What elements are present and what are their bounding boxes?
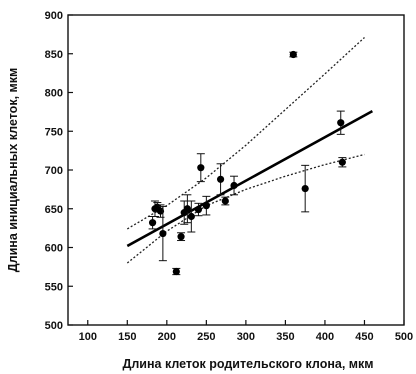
confidence-band-upper xyxy=(126,37,365,230)
x-axis: 100 150 200 250 300 350 400 450 500 xyxy=(79,320,413,343)
data-point xyxy=(289,50,297,59)
data-point xyxy=(159,229,167,238)
data-point xyxy=(221,197,229,205)
y-tick-label: 750 xyxy=(45,126,63,138)
data-point xyxy=(338,158,346,166)
regression-line-group xyxy=(126,109,374,248)
y-tick-label: 850 xyxy=(45,49,63,61)
data-points xyxy=(148,50,347,276)
x-tick-label: 500 xyxy=(395,331,413,343)
x-tick-label: 100 xyxy=(79,331,97,343)
x-tick-label: 400 xyxy=(316,331,334,343)
plot-frame xyxy=(67,14,405,326)
y-tick-label: 700 xyxy=(45,165,63,177)
data-point xyxy=(172,267,180,276)
y-axis-label: Длина инициальных клеток, мкм xyxy=(6,68,20,273)
x-axis-label: Длина клеток родительского клона, мкм xyxy=(122,357,373,371)
regression-line xyxy=(126,109,374,248)
x-tick-label: 450 xyxy=(355,331,373,343)
data-point xyxy=(202,202,210,210)
y-tick-label: 650 xyxy=(45,204,63,216)
data-point xyxy=(183,205,191,213)
x-tick-label: 150 xyxy=(118,331,136,343)
y-tick-label: 500 xyxy=(45,320,63,332)
y-tick-label: 800 xyxy=(45,88,63,100)
confidence-bands xyxy=(126,37,365,264)
data-point xyxy=(156,207,165,215)
data-point xyxy=(194,205,203,214)
data-point xyxy=(177,233,185,241)
data-point xyxy=(230,181,238,190)
data-point xyxy=(337,119,345,127)
data-point xyxy=(148,219,157,227)
x-tick-label: 350 xyxy=(276,331,294,343)
x-tick-label: 300 xyxy=(237,331,255,343)
confidence-band-lower xyxy=(126,153,365,264)
y-tick-label: 550 xyxy=(45,281,63,293)
x-tick-label: 200 xyxy=(158,331,176,343)
data-point xyxy=(301,185,309,193)
data-point xyxy=(187,212,195,221)
y-axis: 500 550 600 650 700 750 800 850 900 xyxy=(45,10,73,332)
data-point xyxy=(216,175,225,183)
y-tick-label: 900 xyxy=(45,10,63,22)
x-tick-label: 250 xyxy=(197,331,215,343)
y-tick-label: 600 xyxy=(45,243,63,255)
data-point xyxy=(197,164,205,172)
